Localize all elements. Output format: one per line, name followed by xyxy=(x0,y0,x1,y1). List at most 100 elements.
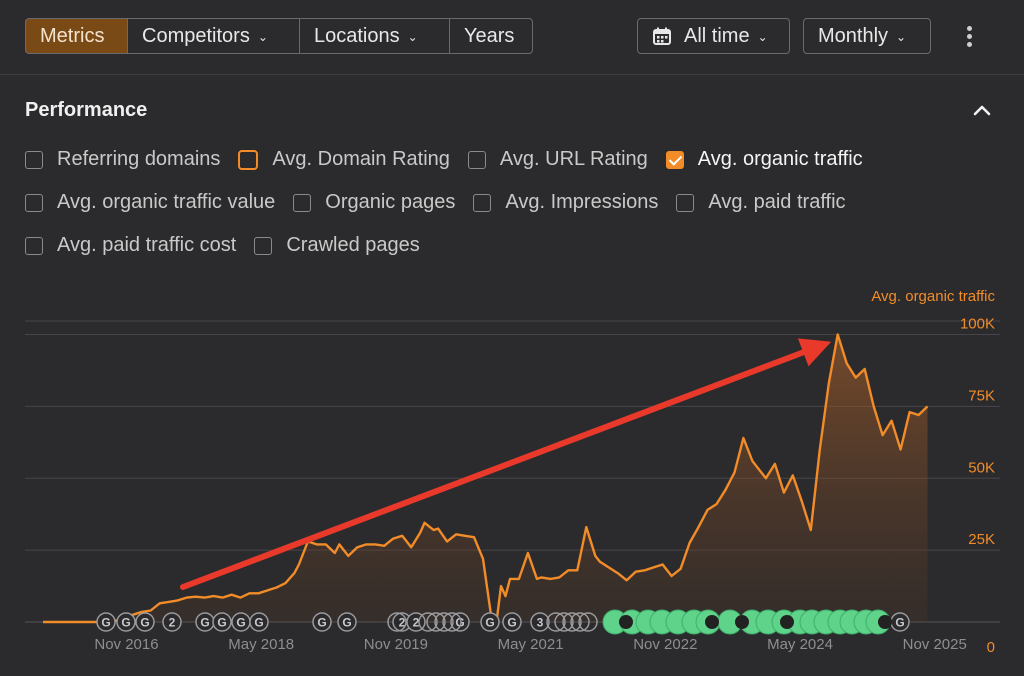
update-marker-icon[interactable] xyxy=(554,612,574,632)
update-marker-label: G xyxy=(342,616,351,630)
locations-dropdown[interactable]: Locations ⌄ xyxy=(299,18,450,54)
checkbox-box[interactable] xyxy=(238,149,259,170)
update-marker-label: G xyxy=(217,616,226,630)
tab-years-label: Years xyxy=(464,24,515,47)
update-marker-icon[interactable] xyxy=(212,612,232,632)
more-options-icon[interactable] xyxy=(958,26,982,48)
checkbox-avg-impressions[interactable]: Avg. Impressions xyxy=(473,191,658,214)
update-marker-icon[interactable] xyxy=(96,612,116,632)
update-marker-label: 2 xyxy=(399,616,406,630)
update-marker-icon[interactable] xyxy=(570,612,590,632)
metric-options-row-3: Avg. paid traffic cost Crawled pages xyxy=(25,234,438,257)
metric-options-row-2: Avg. organic traffic value Organic pages… xyxy=(25,191,864,214)
y-tick-label: 100K xyxy=(960,316,995,333)
update-marker-icon[interactable] xyxy=(162,612,182,632)
checkbox-avg-domain-rating[interactable]: Avg. Domain Rating xyxy=(238,148,450,171)
checkbox-box[interactable] xyxy=(665,150,684,169)
interval-dropdown[interactable]: Monthly ⌄ xyxy=(803,18,931,54)
checkbox-avg-organic-traffic[interactable]: Avg. organic traffic xyxy=(665,148,863,171)
x-tick-label: Nov 2025 xyxy=(903,636,967,653)
checkbox-box[interactable] xyxy=(473,193,492,212)
x-tick-label: Nov 2022 xyxy=(633,636,697,653)
y-tick-label: 0 xyxy=(987,639,995,656)
checkbox-box[interactable] xyxy=(676,193,695,212)
checkbox-crawled-pages[interactable]: Crawled pages xyxy=(254,234,420,257)
update-marker-icon[interactable] xyxy=(312,612,332,632)
checkbox-label: Crawled pages xyxy=(286,234,420,256)
update-marker-icon[interactable] xyxy=(249,612,269,632)
y-tick-label: 75K xyxy=(968,387,995,404)
traffic-area xyxy=(43,334,928,622)
checkbox-box[interactable] xyxy=(25,150,43,169)
y-tick-label: 25K xyxy=(968,531,995,548)
trend-arrow xyxy=(180,338,832,590)
checkbox-avg-url-rating[interactable]: Avg. URL Rating xyxy=(467,148,648,171)
update-marker-label: 2 xyxy=(413,616,420,630)
checkbox-organic-pages[interactable]: Organic pages xyxy=(293,191,455,214)
annotation-marker-dot xyxy=(878,615,892,629)
competitors-label: Competitors xyxy=(142,24,250,47)
traffic-line xyxy=(43,333,929,624)
tab-metrics-label: Metrics xyxy=(40,24,105,47)
annotation-marker-dot xyxy=(619,615,633,629)
checkbox-label: Organic pages xyxy=(325,191,456,213)
checkbox-box[interactable] xyxy=(25,236,43,255)
checkbox-label: Avg. paid traffic cost xyxy=(57,234,237,256)
update-marker-icon[interactable] xyxy=(434,612,454,632)
competitors-dropdown[interactable]: Competitors ⌄ xyxy=(127,18,300,54)
update-marker-icon[interactable] xyxy=(387,612,407,632)
update-marker-label: 3 xyxy=(537,616,544,630)
update-marker-label: 2 xyxy=(169,616,176,630)
update-marker-icon[interactable] xyxy=(442,612,462,632)
update-marker-label: G xyxy=(236,616,245,630)
checkbox-avg-paid-traffic-cost[interactable]: Avg. paid traffic cost xyxy=(25,234,236,257)
date-range-dropdown[interactable]: All time ⌄ xyxy=(637,18,790,54)
annotation-marker-dot xyxy=(735,615,749,629)
chevron-down-icon: ⌄ xyxy=(757,30,768,44)
update-marker-icon[interactable] xyxy=(578,612,598,632)
tab-metrics[interactable]: Metrics xyxy=(25,18,128,54)
chevron-down-icon: ⌄ xyxy=(407,30,418,44)
chevron-down-icon: ⌄ xyxy=(257,30,268,44)
update-marker-icon[interactable] xyxy=(530,612,550,632)
checkbox-box[interactable] xyxy=(293,193,312,212)
x-tick-label: Nov 2019 xyxy=(364,636,428,653)
update-marker-icon[interactable] xyxy=(337,612,357,632)
update-marker-icon[interactable] xyxy=(480,612,500,632)
update-marker-label: G xyxy=(317,616,326,630)
update-marker-icon[interactable] xyxy=(426,612,446,632)
checkbox-box[interactable] xyxy=(467,150,486,169)
update-marker-icon[interactable] xyxy=(450,612,470,632)
update-marker-label: G xyxy=(507,616,516,630)
tab-years[interactable]: Years xyxy=(449,18,533,54)
checkbox-label: Avg. paid traffic xyxy=(708,191,846,213)
checkbox-label: Avg. organic traffic value xyxy=(57,191,276,213)
checkbox-label: Avg. URL Rating xyxy=(499,148,648,170)
x-tick-label: Nov 2016 xyxy=(94,636,158,653)
update-marker-label: G xyxy=(200,616,209,630)
update-marker-label: G xyxy=(455,616,464,630)
toolbar: Metrics Competitors ⌄ Locations ⌄ Years Al… xyxy=(0,0,1024,75)
update-marker-icon[interactable] xyxy=(418,612,438,632)
x-tick-label: May 2021 xyxy=(498,636,564,653)
chevron-up-icon[interactable] xyxy=(970,100,994,120)
checkbox-box[interactable] xyxy=(254,236,273,255)
calendar-icon xyxy=(653,27,671,45)
checkbox-label: Referring domains xyxy=(57,148,221,170)
checkbox-avg-paid-traffic[interactable]: Avg. paid traffic xyxy=(676,191,846,214)
update-marker-icon[interactable] xyxy=(562,612,582,632)
update-marker-label: G xyxy=(121,616,130,630)
update-marker-icon[interactable] xyxy=(502,612,522,632)
checkbox-referring-domains[interactable]: Referring domains xyxy=(25,148,220,171)
locations-label: Locations xyxy=(314,24,400,47)
y-axis-title: Avg. organic traffic xyxy=(871,288,995,305)
checkbox-avg-organic-traffic-value[interactable]: Avg. organic traffic value xyxy=(25,191,275,214)
checkbox-label: Avg. Impressions xyxy=(505,191,659,213)
update-marker-icon[interactable] xyxy=(546,612,566,632)
update-marker-label: G xyxy=(140,616,149,630)
update-marker-icon[interactable] xyxy=(135,612,155,632)
update-marker-label: G xyxy=(485,616,494,630)
update-marker-icon[interactable] xyxy=(116,612,136,632)
checkbox-box[interactable] xyxy=(25,193,43,212)
